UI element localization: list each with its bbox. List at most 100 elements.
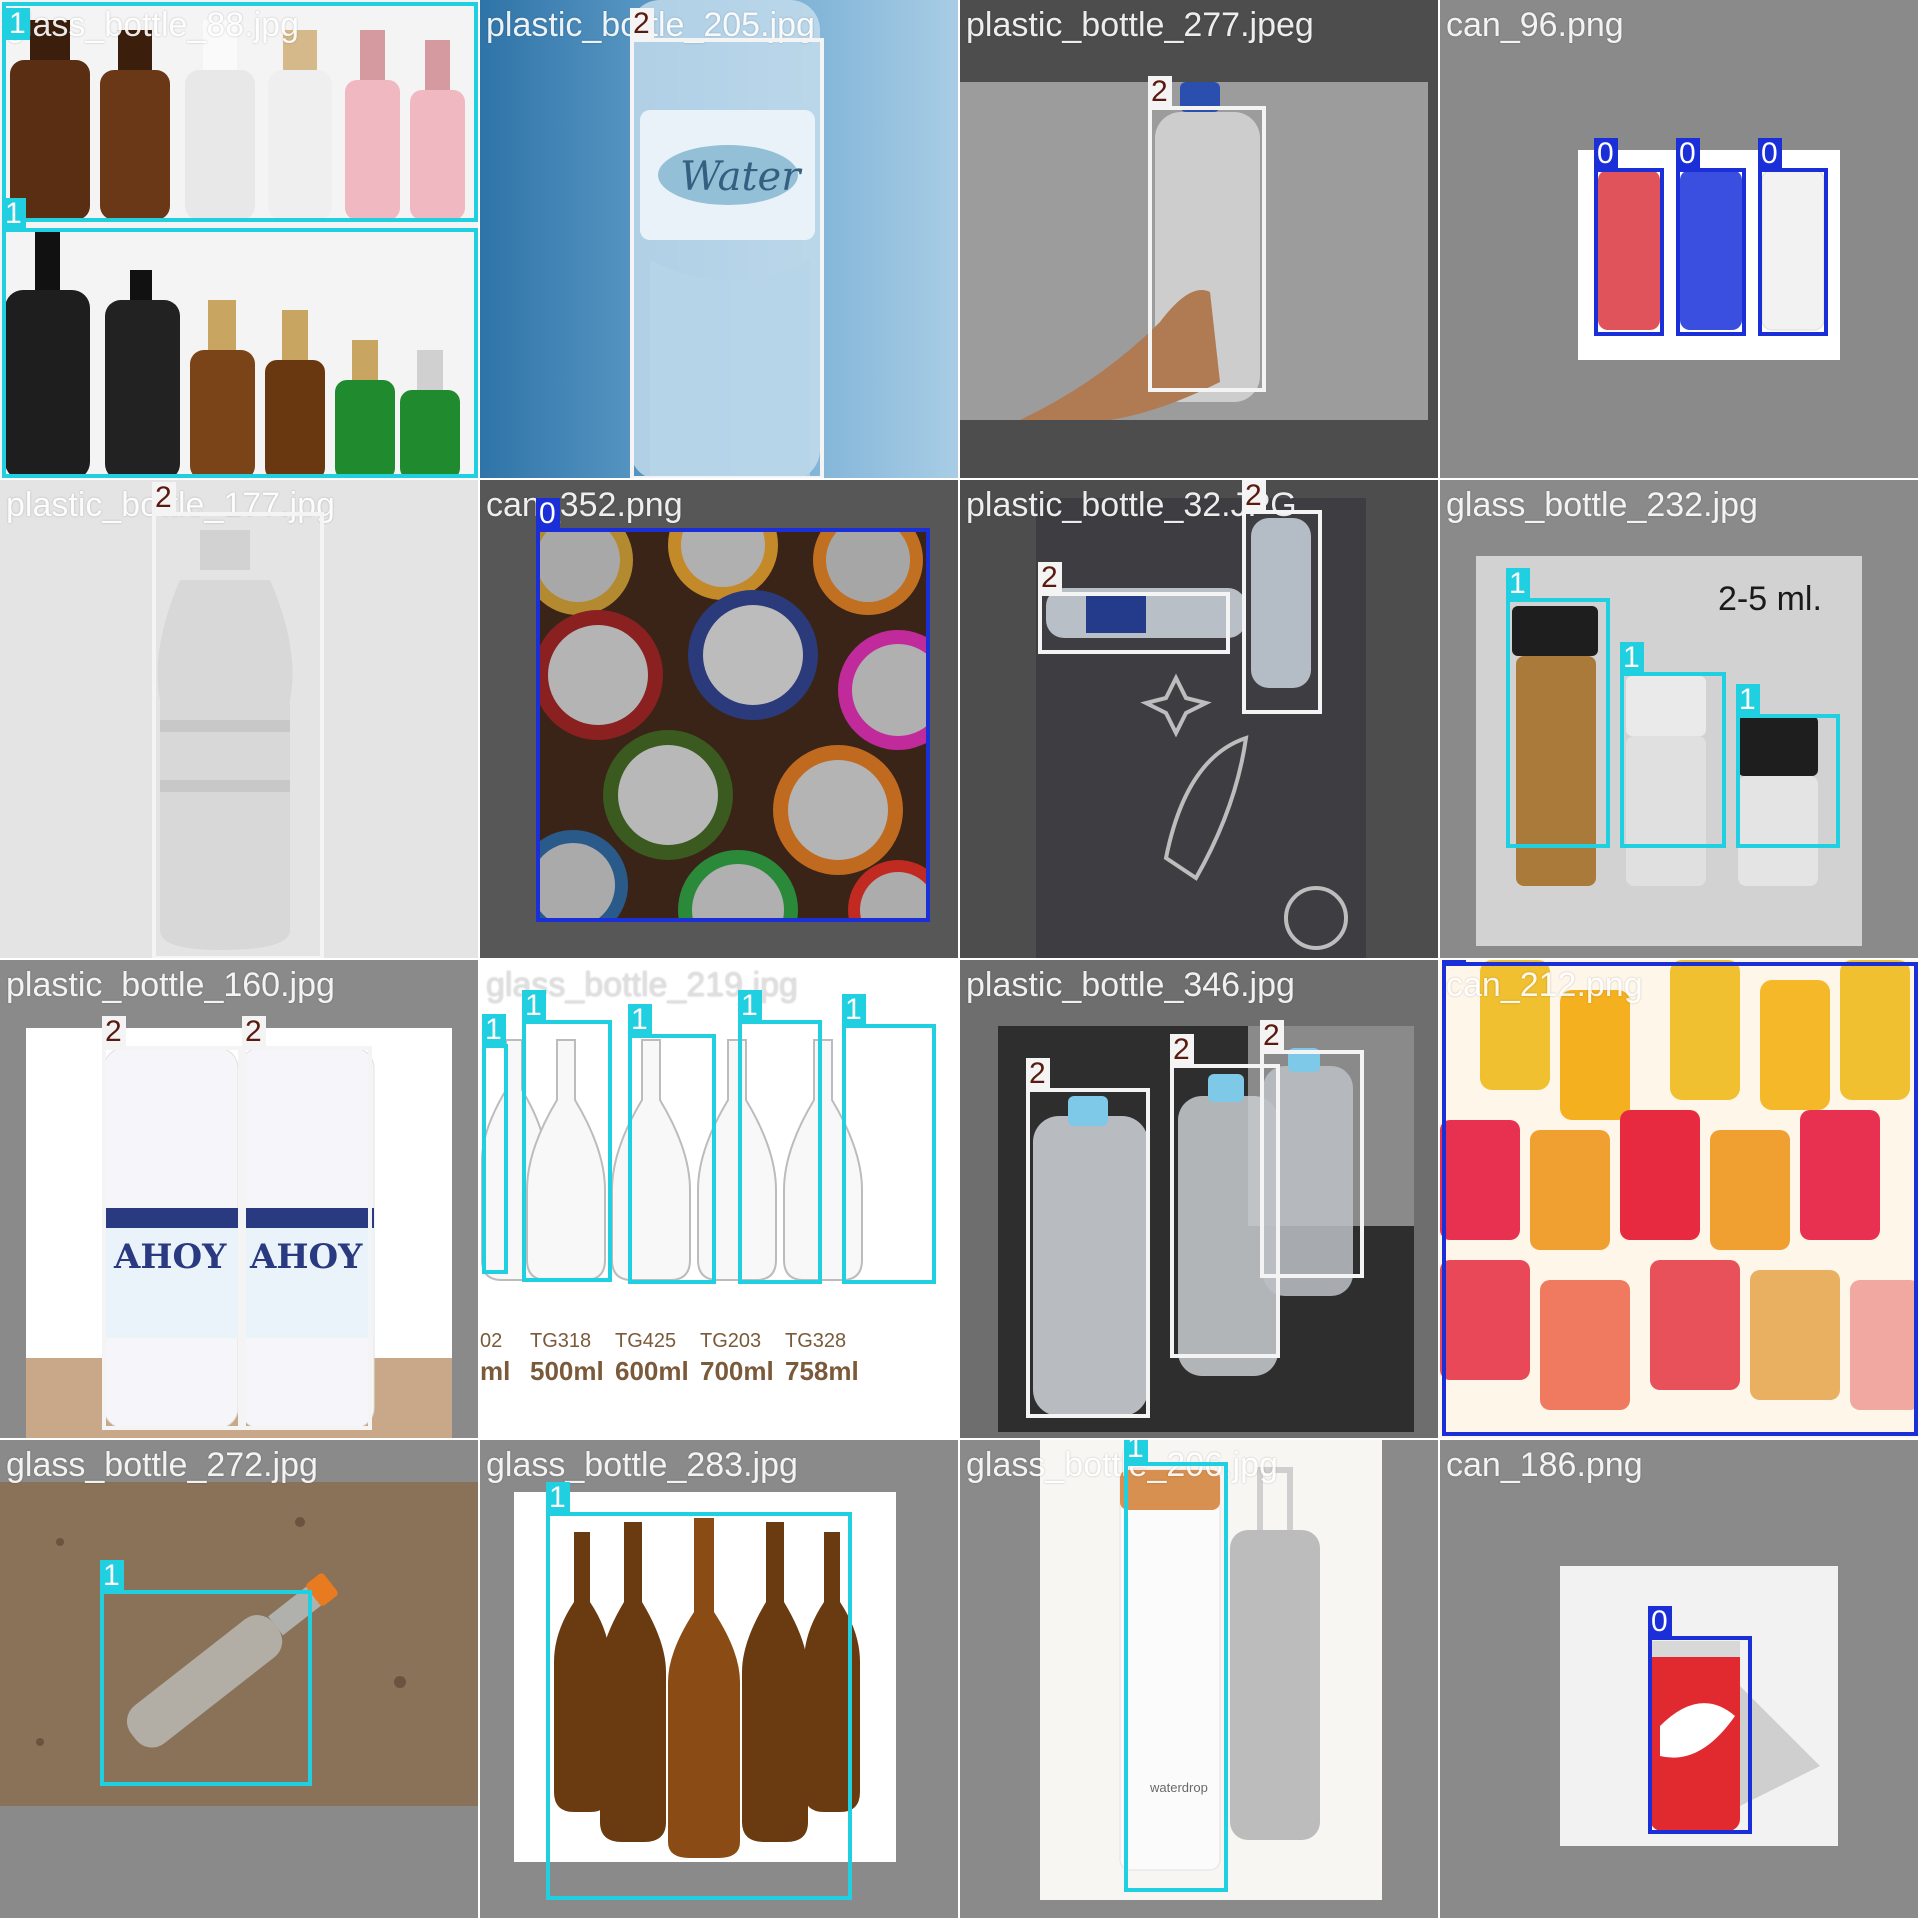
product-size: 700ml [700,1356,774,1386]
class-label: 2 [1026,1058,1050,1090]
detection-box: 0 [1442,960,1918,1436]
tile-glass-bottle-283: glass_bottle_283.jpg 1 [480,1440,960,1920]
photo-red-can [1560,1566,1838,1846]
product-size: 758ml [785,1356,859,1386]
detection-box: 1 [1620,642,1726,848]
photo-bottle-in-sand [0,1482,478,1806]
svg-text:AHOY: AHOY [249,1237,363,1277]
photo-many-cans [1440,960,1918,1438]
class-label: 2 [152,482,176,514]
tile-plastic-bottle-160: AHOY AHOY plastic_bottle_160.jpg 2 2 [0,960,480,1440]
tile-can-186: can_186.png 0 [1440,1440,1920,1920]
detection-box: 2 [1260,1020,1364,1278]
photo-three-cans [1578,150,1840,360]
detection-box: 2 [242,1016,372,1430]
photo-brown-beer-bottles [514,1492,896,1862]
svg-text:Water: Water [680,154,803,200]
detection-box: 1 [2,2,478,222]
class-label: 1 [842,994,866,1026]
image-filename: plastic_bottle_160.jpg [6,966,335,1004]
image-filename: plastic_bottle_277.jpeg [966,6,1314,44]
class-label: 1 [482,1014,506,1046]
photo-tall-clear-bottles [480,960,958,1438]
class-label: 1 [1506,568,1530,600]
tile-glass-bottle-219: 02 ml TG318 500ml TG425 600ml TG203 700m… [480,960,960,1440]
detection-box: 1 [546,1482,852,1900]
class-label: 1 [628,1004,652,1036]
class-label: 2 [242,1016,266,1048]
photo-bottles-on-shirt [1036,498,1366,958]
photo-waterdrop-bottle [1040,1440,1382,1900]
product-size: 600ml [615,1356,689,1386]
tile-can-96: can_96.png 0 0 0 [1440,0,1920,480]
photo-three-water-bottles [998,1026,1414,1432]
product-code: TG203 [700,1330,762,1352]
detection-box: 1 [1506,568,1610,848]
image-filename: glass_bottle_206.jpg [966,1446,1278,1484]
class-label: 2 [1148,76,1172,108]
tile-plastic-bottle-32: plastic_bottle_32.JPG 2 2 [960,480,1440,960]
product-size: ml [480,1356,511,1386]
image-filename: plastic_bottle_32.JPG [966,486,1297,524]
detection-box: 2 [630,8,824,478]
image-filename: plastic_bottle_346.jpg [966,966,1295,1004]
tile-can-212: can_212.png 0 [1440,960,1920,1440]
detection-box: 1 [1124,1440,1228,1892]
detection-box: 0 [1594,138,1664,336]
tile-plastic-bottle-205: Water plastic_bottle_205.jpg 2 [480,0,960,480]
photo-water-bottle: Water [480,0,958,478]
photo-clear-bottle [0,480,478,958]
class-label: 0 [1676,138,1700,170]
image-filename: glass_bottle_232.jpg [1446,486,1758,524]
tile-can-352: can_352.png 0 [480,480,960,960]
detection-box: 1 [100,1560,312,1786]
image-filename: glass_bottle_272.jpg [6,1446,318,1484]
image-caption: 2-5 ml. [1718,580,1822,618]
detection-box: 2 [1026,1058,1150,1418]
class-label: 1 [738,990,762,1022]
class-label: 1 [1620,642,1644,674]
class-label: 0 [1442,960,1466,964]
tile-plastic-bottle-277: plastic_bottle_277.jpeg 2 [960,0,1440,480]
image-filename: can_186.png [1446,1446,1643,1484]
detection-box: 2 [102,1016,242,1430]
tile-glass-bottle-206: waterdrop glass_bottle_206.jpg 1 [960,1440,1440,1920]
brand-text: waterdrop [1150,1780,1208,1795]
detection-box: 0 [1648,1606,1752,1834]
class-label: 0 [1594,138,1618,170]
detection-box: 2 [1170,1034,1280,1358]
tile-plastic-bottle-346: plastic_bottle_346.jpg 2 2 2 [960,960,1440,1440]
class-label: 2 [1038,562,1062,594]
class-label: 2 [1260,1020,1284,1052]
class-label: 1 [546,1482,570,1514]
image-filename: glass_bottle_283.jpg [486,1446,798,1484]
detection-box: 0 [1758,138,1828,336]
detection-box: 1 [628,1004,716,1284]
image-filename: glass_bottle_88.jpg [6,6,300,44]
class-label: 2 [1242,480,1266,512]
class-label: 2 [630,8,654,40]
class-label: 1 [2,198,26,230]
detection-box: 2 [1242,480,1322,714]
svg-text:AHOY: AHOY [113,1237,227,1277]
class-label: 1 [1736,684,1760,716]
detection-box: 1 [2,198,478,478]
product-code: TG318 [530,1330,592,1352]
class-label: 0 [1648,1606,1672,1638]
tile-glass-bottle-88: glass_bottle_88.jpg 1 1 [0,0,480,480]
detection-box: 2 [1148,76,1266,392]
tile-plastic-bottle-177: plastic_bottle_177.jpg 2 [0,480,480,960]
detection-box: 0 [536,498,930,922]
detection-box: 2 [152,482,324,958]
product-code: 02 [480,1330,503,1352]
tile-glass-bottle-232: 2-5 ml. glass_bottle_232.jpg 1 1 1 [1440,480,1920,960]
detection-box: 1 [842,994,936,1284]
class-label: 2 [1170,1034,1194,1066]
detection-box: 0 [1676,138,1746,336]
product-code: TG328 [785,1330,847,1352]
photo-glass-vials [0,0,478,478]
tile-glass-bottle-272: glass_bottle_272.jpg 1 [0,1440,480,1920]
class-label: 0 [1758,138,1782,170]
photo-hand-bottle [960,82,1428,420]
